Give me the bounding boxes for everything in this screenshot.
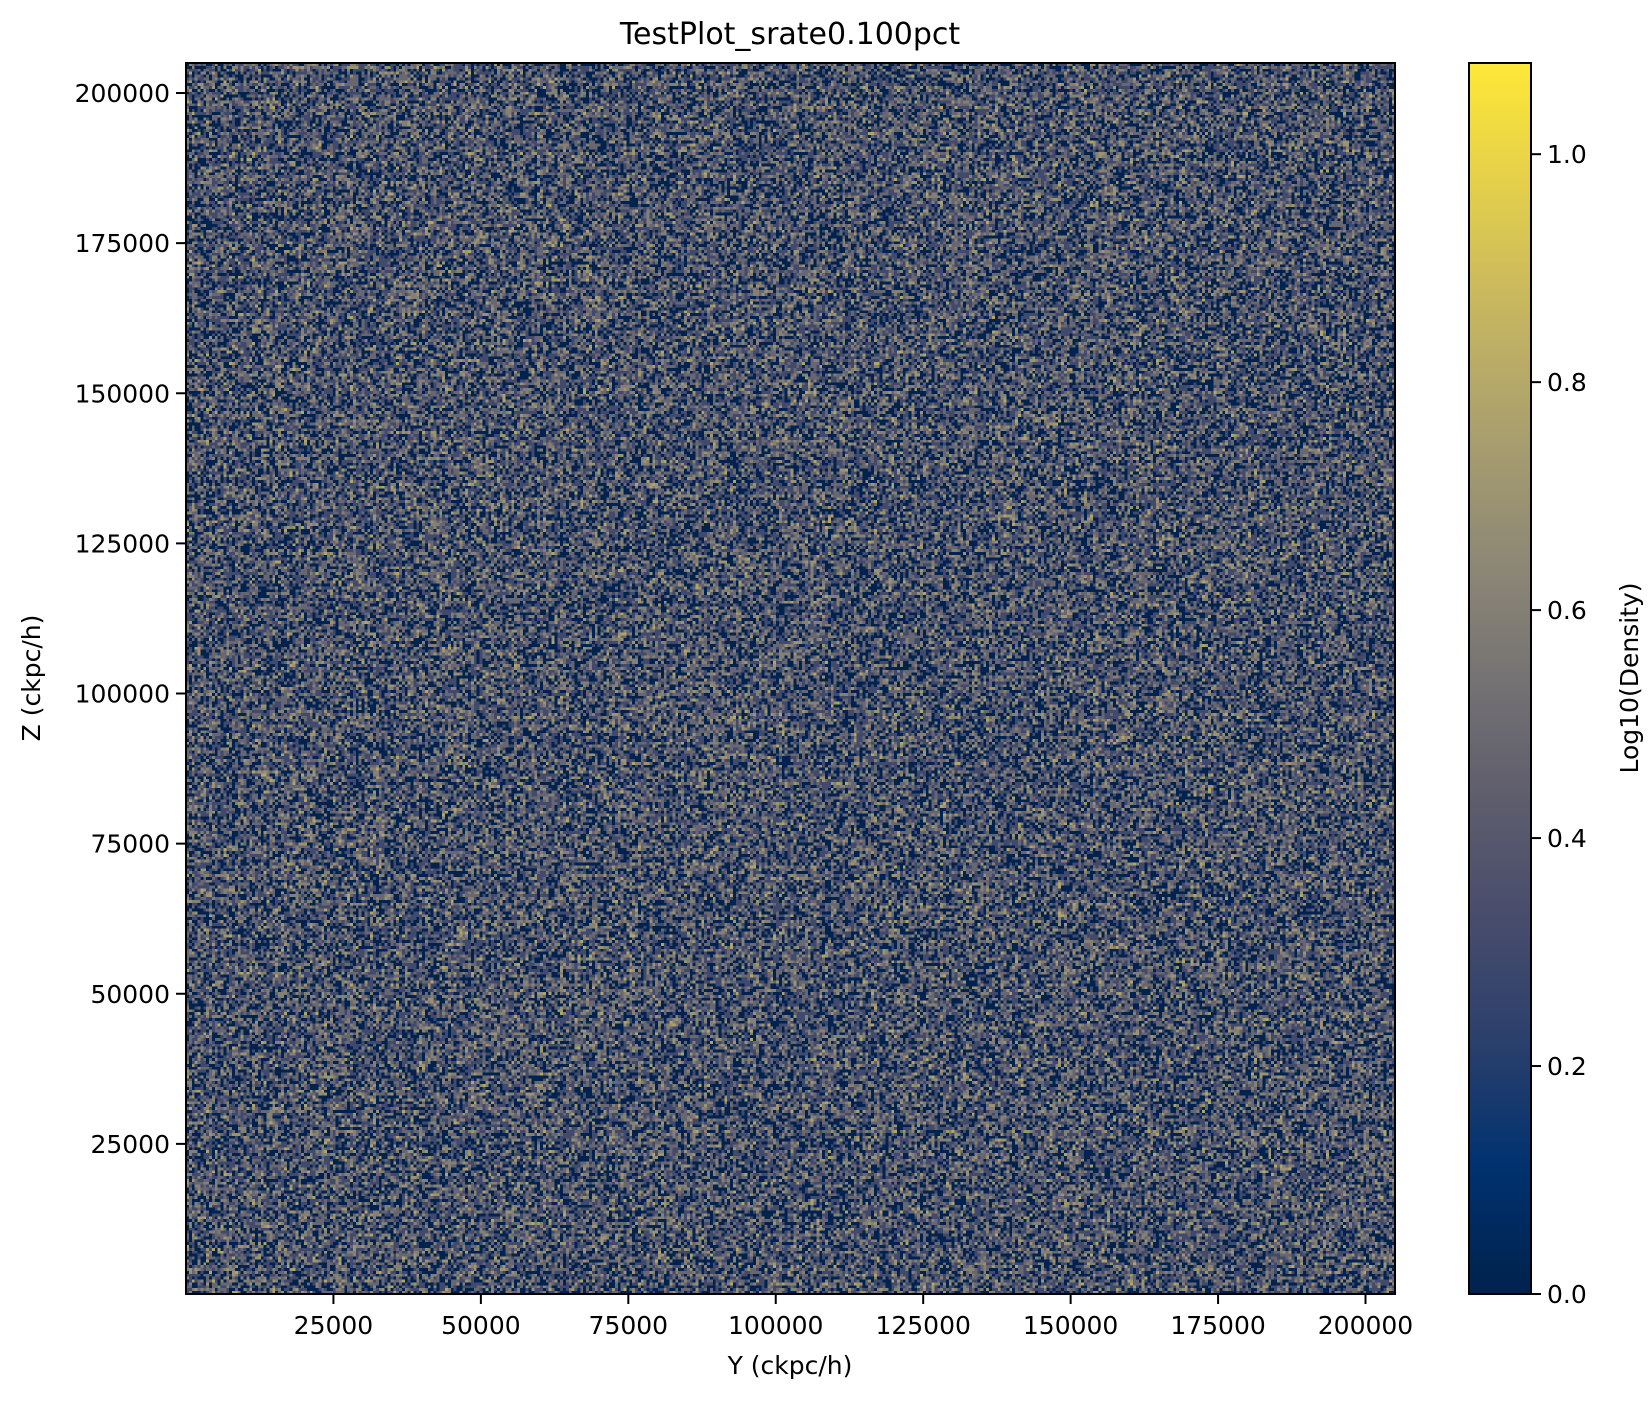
colorbar-tick-label: 0.6 bbox=[1547, 596, 1587, 625]
colorbar-gradient bbox=[1469, 63, 1531, 1294]
y-tick-label: 150000 bbox=[75, 379, 170, 408]
y-tick-label: 25000 bbox=[90, 1130, 170, 1159]
colorbar-label: Log10(Density) bbox=[1615, 582, 1644, 773]
x-tick-label: 50000 bbox=[441, 1311, 521, 1340]
y-tick-label: 50000 bbox=[90, 980, 170, 1009]
colorbar-tick-label: 1.0 bbox=[1547, 140, 1587, 169]
colorbar-tick-label: 0.4 bbox=[1547, 824, 1587, 853]
y-tick-label: 100000 bbox=[75, 680, 170, 709]
x-tick-label: 25000 bbox=[294, 1311, 374, 1340]
y-tick-label: 175000 bbox=[75, 229, 170, 258]
colorbar-tick-label: 0.2 bbox=[1547, 1052, 1587, 1081]
heatmap-image bbox=[186, 63, 1395, 1294]
y-axis-ticks: 25000 50000 75000 100000 125000 150000 175000 2… bbox=[75, 79, 186, 1159]
colorbar-ticks: 0.0 0.2 0.4 0.6 0.8 1.0 bbox=[1531, 140, 1587, 1309]
x-tick-label: 150000 bbox=[1023, 1311, 1118, 1340]
y-tick-label: 200000 bbox=[75, 79, 170, 108]
x-tick-label: 125000 bbox=[875, 1311, 970, 1340]
colorbar-frame bbox=[1468, 62, 1532, 1295]
x-tick-label: 100000 bbox=[728, 1311, 823, 1340]
x-tick-label: 175000 bbox=[1170, 1311, 1265, 1340]
chart-title: TestPlot_srate0.100pct bbox=[619, 17, 961, 52]
x-axis-ticks: 25000 50000 75000 100000 125000 150000 175000 2… bbox=[294, 1294, 1413, 1340]
x-tick-label: 200000 bbox=[1318, 1311, 1413, 1340]
colorbar-tick-label: 0.8 bbox=[1547, 368, 1587, 397]
plot-frame bbox=[185, 62, 1396, 1295]
x-tick-label: 75000 bbox=[589, 1311, 669, 1340]
y-tick-label: 125000 bbox=[75, 529, 170, 558]
x-axis-label: Y (ckpc/h) bbox=[727, 1351, 853, 1380]
y-axis-label: Z (ckpc/h) bbox=[17, 615, 46, 742]
colorbar-tick-label: 0.0 bbox=[1547, 1280, 1587, 1309]
y-tick-label: 75000 bbox=[90, 830, 170, 859]
